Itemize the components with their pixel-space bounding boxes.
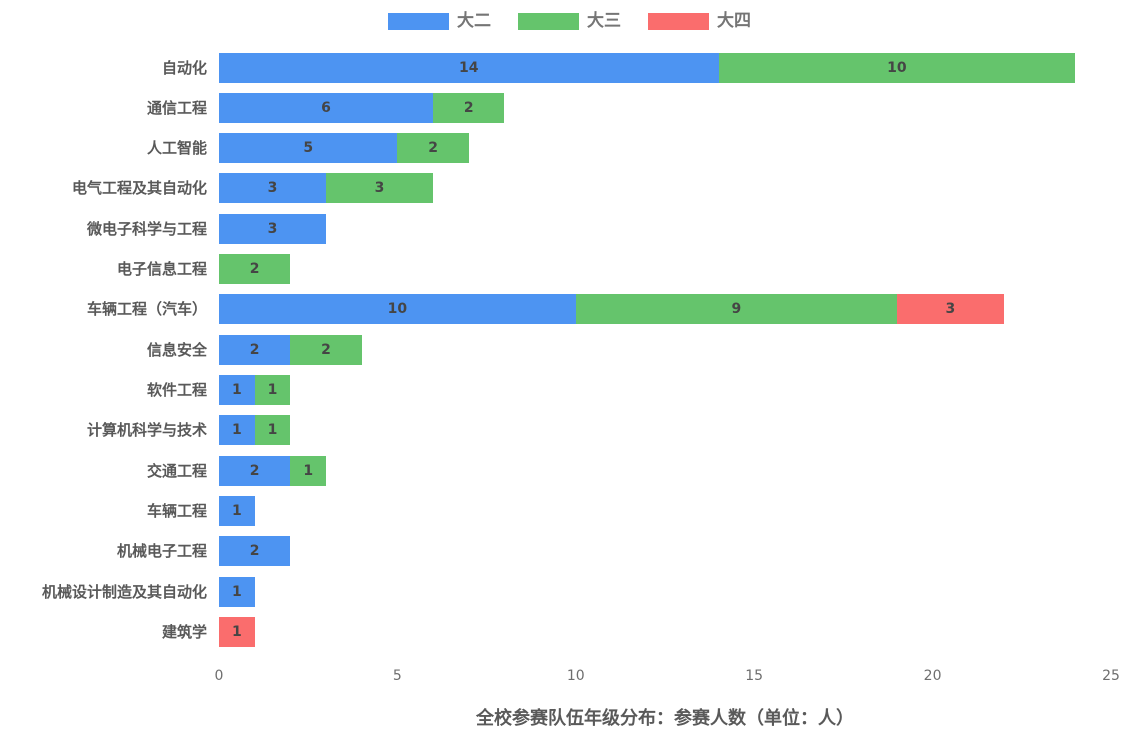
x-tick-label: 25 [1102, 668, 1120, 684]
category-label: 计算机科学与技术 [86, 421, 207, 440]
bar-segment: 6 [219, 92, 434, 123]
bar-segment: 9 [575, 294, 897, 325]
category-label: 通信工程 [146, 98, 207, 117]
category-label: 电子信息工程 [116, 260, 207, 279]
legend-item: 大四 [648, 13, 751, 30]
legend-label: 大四 [717, 11, 751, 31]
bar-segment: 1 [219, 496, 255, 527]
bar-segment: 10 [219, 294, 576, 325]
bar-segment: 3 [219, 213, 327, 244]
bar-segment: 1 [219, 576, 255, 607]
legend-label: 大二 [457, 11, 491, 31]
bar-segment: 2 [219, 334, 291, 365]
bar-segment: 3 [326, 173, 434, 204]
category-label: 交通工程 [146, 461, 207, 480]
category-label: 车辆工程 [146, 502, 207, 521]
category-label: 自动化 [161, 58, 207, 77]
bar-segment: 10 [718, 52, 1076, 83]
legend-swatch [648, 13, 709, 30]
x-tick-label: 10 [566, 668, 585, 684]
bar-segment: 1 [219, 375, 255, 406]
legend-item: 大三 [518, 13, 621, 30]
legend-swatch [518, 13, 579, 30]
x-tick-label: 5 [392, 668, 402, 684]
x-tick-label: 0 [214, 668, 224, 684]
bar-segment: 1 [254, 375, 291, 406]
category-label: 人工智能 [146, 139, 207, 158]
category-label: 软件工程 [146, 381, 207, 400]
bar-segment: 2 [219, 254, 291, 285]
chart-title: 全校参赛队伍年级分布：参赛人数（单位：人） [476, 708, 854, 729]
legend-label: 大三 [587, 11, 621, 31]
bar-segment: 2 [219, 455, 291, 486]
bar-segment: 2 [290, 334, 362, 365]
category-label: 车辆工程（汽车） [86, 300, 207, 319]
bar-segment: 3 [219, 173, 327, 204]
bar-segment: 1 [219, 617, 255, 648]
x-tick-label: 20 [923, 668, 942, 684]
x-tick-label: 15 [745, 668, 764, 684]
category-label: 机械设计制造及其自动化 [41, 582, 207, 601]
legend: 大二 大三 大四 [388, 13, 751, 30]
bar-segment: 1 [254, 415, 291, 446]
category-label: 机械电子工程 [116, 542, 207, 561]
bar-segment: 1 [290, 455, 327, 486]
category-label: 微电子科学与工程 [86, 219, 207, 238]
bar-segment: 1 [219, 415, 255, 446]
category-label: 建筑学 [161, 623, 207, 642]
legend-item: 大二 [388, 13, 491, 30]
bar-segment: 5 [219, 133, 398, 164]
bar-segment: 2 [219, 536, 291, 567]
bar-segment: 2 [433, 92, 505, 123]
bar-segment: 14 [219, 52, 719, 83]
bar-segment: 2 [397, 133, 469, 164]
category-label: 电气工程及其自动化 [71, 179, 207, 198]
bar-segment: 3 [896, 294, 1004, 325]
category-label: 信息安全 [146, 340, 207, 359]
legend-swatch [388, 13, 449, 30]
